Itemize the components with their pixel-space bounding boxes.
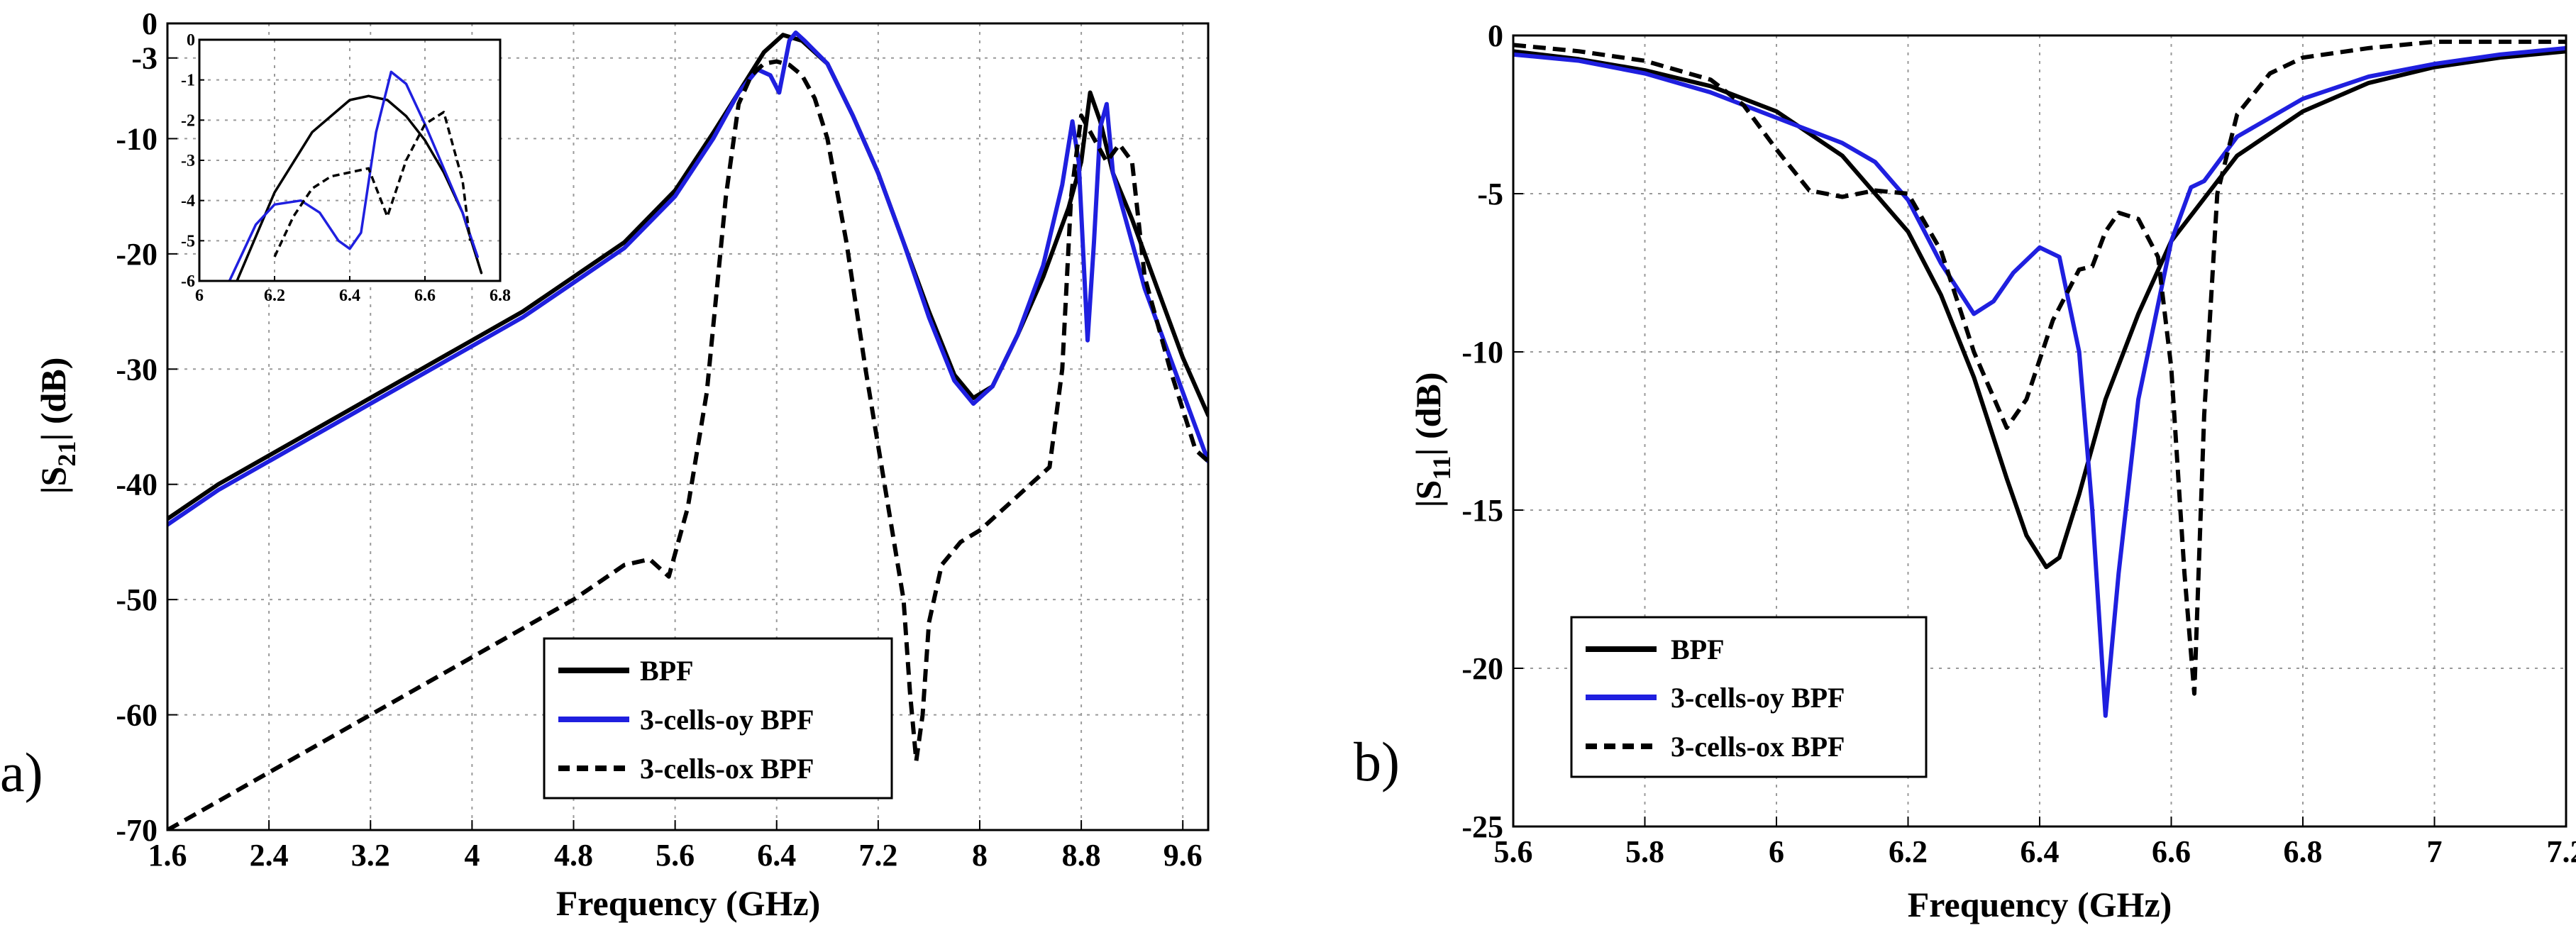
panel-a-x-tick-label: 8.8 [1062, 838, 1101, 873]
legend-label-3-cells-oy: 3-cells-oy BPF [1671, 682, 1845, 714]
panel-b-x-axis-label: Frequency (GHz) [1908, 885, 2172, 924]
panel-b-series-3-cells-ox-bpf [1513, 39, 2566, 696]
inset-x-tick-label: 6.2 [264, 287, 285, 305]
panel-a-legend: BPF 3-cells-oy BPF 3-cells-ox BPF [543, 637, 893, 800]
panel-b-x-tick-label: 5.6 [1494, 834, 1533, 869]
panel-a-chart: 1.6 2.4 3.2 4 4.8 5.6 6.4 7.2 8 8.8 9.6 0-3-10-20-… [0, 6, 1210, 923]
panel-a-y-tick-label: -30 [116, 352, 157, 387]
panel-a-x-tick-label: 4.8 [554, 838, 593, 873]
inset-y-tick-label: -2 [181, 111, 195, 130]
panel-b-gridlines [1513, 35, 2566, 826]
panel-a-y-tick-label: -20 [116, 237, 157, 272]
panel-b-chart: 5.65.866.26.46.66.877.2 0-5-10-15-20-25 … [1354, 18, 2576, 924]
inset-series [228, 70, 483, 281]
panel-a-y-tick-label: -40 [116, 468, 157, 502]
panel-a-y-tick-label: -10 [116, 121, 157, 156]
panel-b-x-ticks: 5.6 5.8 6 6.2 6.4 6.6 6.8 7 7.2 [1494, 817, 2576, 869]
panel-a-x-ticks: 1.6 2.4 3.2 4 4.8 5.6 6.4 7.2 8 8.8 9.6 [148, 820, 1203, 873]
panel-a-x-tick-label: 8 [972, 838, 988, 873]
panel-a-y-axis-label: |S21| (dB) [33, 358, 81, 494]
panel-a-x-tick-label: 3.2 [351, 838, 390, 873]
panel-b-x-tick-label: 6.6 [2152, 834, 2191, 869]
inset-y-tick-label: -5 [181, 232, 195, 250]
panel-a-x-tick-label: 2.4 [250, 838, 289, 873]
panel-b-x-tick-label: 7.2 [2547, 834, 2576, 869]
panel-a-series-3-cells-oy-bpf [167, 31, 1208, 527]
panel-a-x-tick-label: 9.6 [1163, 838, 1203, 873]
panel-b-x-tick-label: 6.4 [2021, 834, 2060, 869]
panel-b-x-tick-label: 6.2 [1889, 834, 1928, 869]
inset-y-tick-label: -4 [181, 192, 195, 211]
inset-y-tick-label: -1 [181, 72, 195, 90]
panel-b-series [1513, 39, 2566, 718]
legend-label-3-cells-oy: 3-cells-oy BPF [640, 704, 814, 736]
panel-a-label: a) [0, 741, 43, 803]
panel-a-y-tick-label: -60 [116, 698, 157, 733]
inset-y-tick-label: 0 [187, 31, 195, 50]
panel-a-x-axis-label: Frequency (GHz) [556, 883, 821, 923]
inset-y-tick-label: -6 [181, 272, 195, 291]
panel-a-x-tick-label: 1.6 [148, 838, 187, 873]
legend-label-3-cells-ox: 3-cells-ox BPF [1671, 731, 1845, 763]
inset-series-3-cells-oy-bpf [228, 70, 479, 281]
panel-b-y-tick-label: -20 [1461, 651, 1503, 686]
panel-b-x-tick-label: 6 [1769, 834, 1784, 869]
panel-b-x-tick-label: 7 [2427, 834, 2443, 869]
panel-b-y-tick-label: -10 [1461, 335, 1503, 370]
inset-x-tick-label: 6.4 [339, 287, 360, 305]
panel-a-x-tick-label: 6.4 [757, 838, 796, 873]
panel-a-y-tick-label: -3 [131, 41, 157, 76]
panel-a-series [167, 31, 1208, 830]
panel-a-y-tick-label: 0 [142, 6, 157, 41]
panel-b-x-tick-label: 6.8 [2284, 834, 2323, 869]
panel-b-y-tick-label: -25 [1461, 809, 1503, 844]
legend-label-bpf: BPF [1671, 634, 1725, 665]
panel-b-y-tick-label: -5 [1477, 177, 1503, 211]
panel-b-y-tick-label: 0 [1488, 18, 1503, 53]
panel-a-series-3-cells-ox-bpf [167, 59, 1208, 830]
panel-b-y-axis-label: |S11| (dB) [1408, 372, 1456, 508]
panel-a-axes-frame [166, 22, 1210, 831]
inset-x-tick-label: 6 [195, 287, 204, 305]
inset-gridlines [199, 40, 500, 281]
panel-b-x-tick-label: 5.8 [1625, 834, 1664, 869]
panel-a-y-tick-label: -70 [116, 813, 157, 848]
panel-b-label: b) [1354, 731, 1400, 792]
panel-a-x-tick-label: 4 [464, 838, 480, 873]
inset-y-ticks: 0 -1 -2 -3 -4 -5 -6 [181, 31, 204, 291]
panel-a-y-ticks: 0-3 -10 -20 -30 -40 -50 -60 -70 [116, 6, 177, 848]
panel-b-series-bpf [1513, 49, 2566, 570]
panel-b-y-tick-label: -15 [1461, 493, 1503, 528]
inset-x-ticks: 6 6.2 6.4 6.6 6.8 [195, 276, 511, 305]
panel-a-x-tick-label: 7.2 [858, 838, 897, 873]
panel-a-inset: 6 6.2 6.4 6.6 6.8 0 -1 -2 -3 -4 -5 -6 [181, 31, 511, 305]
inset-series-3-cells-ox-bpf [273, 111, 472, 258]
legend-label-3-cells-ox: 3-cells-ox BPF [640, 753, 814, 785]
legend-label-bpf: BPF [640, 655, 694, 687]
inset-x-tick-label: 6.6 [414, 287, 436, 305]
panel-b-y-ticks: 0 -5 -10 -15 -20 -25 [1461, 18, 1523, 844]
panel-b-legend: BPF 3-cells-oy BPF 3-cells-ox BPF [1570, 616, 1928, 778]
panel-a-y-tick-label: -50 [116, 582, 157, 617]
inset-x-tick-label: 6.8 [490, 287, 511, 305]
panel-a-x-tick-label: 5.6 [656, 838, 695, 873]
panel-b-series-3-cells-oy-bpf [1513, 45, 2566, 718]
inset-y-tick-label: -3 [181, 152, 195, 170]
